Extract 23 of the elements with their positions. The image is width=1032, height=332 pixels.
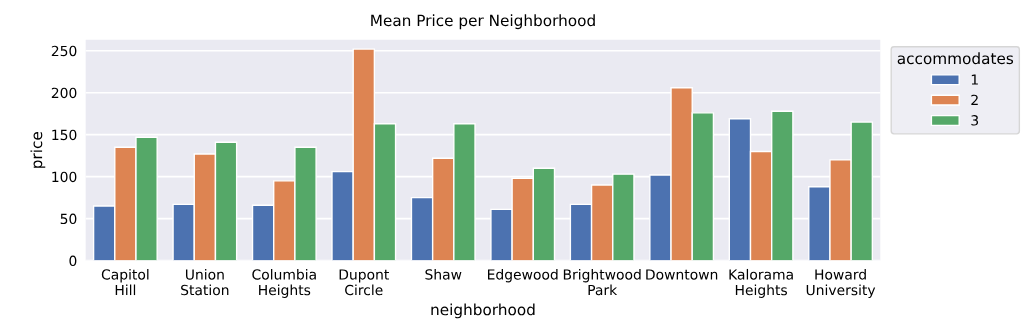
legend-label: 1 bbox=[971, 74, 978, 85]
x-tick-label: Kalorama Heights bbox=[729, 268, 793, 298]
x-tick-label: Edgewood bbox=[488, 268, 558, 283]
y-axis-title: price bbox=[30, 132, 46, 168]
chart-title: Mean Price per Neighborhood bbox=[371, 14, 595, 30]
y-tick-label: 100 bbox=[52, 171, 77, 183]
legend-label: 3 bbox=[971, 115, 979, 126]
y-tick-label: 150 bbox=[52, 129, 77, 141]
legend-label: 2 bbox=[971, 94, 978, 106]
x-tick-label: Shaw bbox=[425, 268, 462, 280]
x-tick-label: Union Station bbox=[181, 268, 229, 296]
legend-title: accommodates bbox=[897, 52, 1014, 65]
x-tick-label: Columbia Heights bbox=[252, 268, 316, 298]
x-axis-title: neighborhood bbox=[431, 303, 535, 319]
y-tick-label: 0 bbox=[69, 255, 77, 267]
x-tick-label: Howard University bbox=[806, 268, 876, 298]
y-tick-label: 50 bbox=[60, 213, 77, 225]
x-tick-label: Capitol Hill bbox=[101, 268, 149, 296]
y-tick-label: 250 bbox=[51, 45, 77, 57]
x-tick-label: Dupont Circle bbox=[339, 269, 389, 296]
y-tick-label: 200 bbox=[51, 87, 77, 99]
x-tick-label: Brightwood Park bbox=[563, 268, 641, 296]
x-tick-label: Downtown bbox=[646, 269, 718, 280]
